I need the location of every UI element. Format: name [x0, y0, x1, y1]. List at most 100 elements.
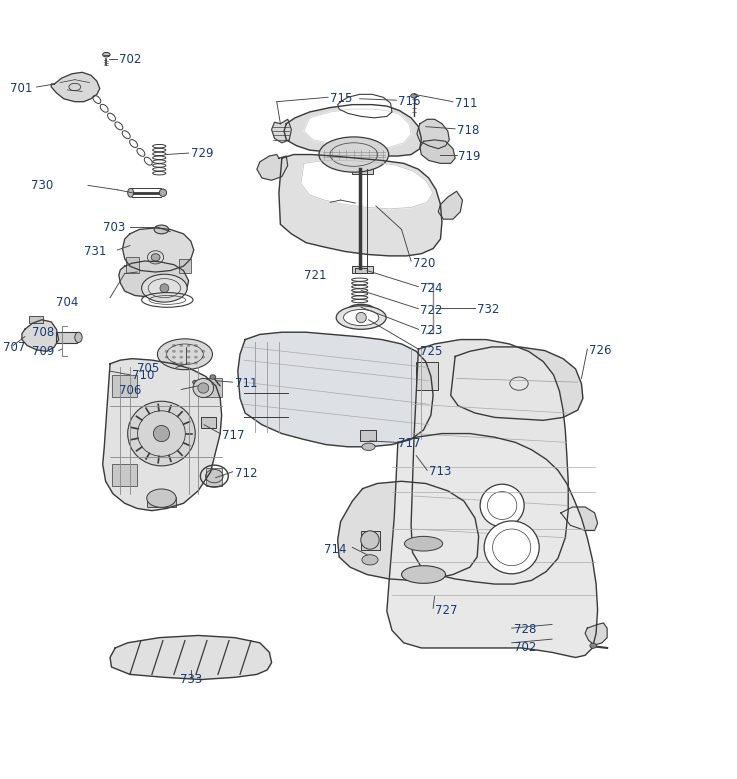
Bar: [413, 448, 433, 472]
Ellipse shape: [362, 555, 378, 565]
Polygon shape: [451, 347, 583, 421]
Text: 714: 714: [324, 543, 347, 556]
Ellipse shape: [102, 52, 110, 57]
Ellipse shape: [361, 530, 379, 549]
Ellipse shape: [186, 361, 190, 365]
Ellipse shape: [201, 350, 205, 353]
Bar: [352, 266, 373, 273]
Text: 702: 702: [514, 640, 537, 654]
Ellipse shape: [159, 189, 167, 196]
Text: 709: 709: [32, 345, 55, 358]
Ellipse shape: [186, 356, 190, 358]
Text: 705: 705: [137, 362, 159, 375]
Ellipse shape: [194, 350, 198, 353]
Text: 721: 721: [304, 270, 326, 282]
Ellipse shape: [172, 361, 175, 365]
Ellipse shape: [210, 375, 216, 379]
Polygon shape: [411, 340, 568, 584]
Ellipse shape: [201, 356, 205, 358]
Text: 730: 730: [31, 179, 53, 192]
Text: 722: 722: [420, 304, 442, 317]
Ellipse shape: [158, 339, 212, 370]
Text: 716: 716: [398, 95, 420, 108]
Polygon shape: [284, 104, 422, 156]
Text: 706: 706: [119, 385, 142, 397]
Polygon shape: [439, 192, 463, 219]
Ellipse shape: [186, 344, 190, 347]
Ellipse shape: [165, 356, 169, 358]
Polygon shape: [561, 507, 598, 530]
Polygon shape: [257, 154, 287, 180]
Text: 703: 703: [102, 221, 125, 234]
Bar: [360, 430, 376, 441]
Polygon shape: [585, 623, 607, 645]
Ellipse shape: [179, 344, 183, 347]
Ellipse shape: [484, 521, 539, 574]
Ellipse shape: [179, 356, 183, 358]
Bar: [147, 497, 176, 507]
Bar: [402, 545, 446, 575]
Text: 729: 729: [191, 147, 213, 160]
Bar: [361, 531, 380, 549]
Text: 710: 710: [132, 369, 155, 382]
Polygon shape: [271, 119, 291, 143]
Bar: [29, 316, 43, 323]
Polygon shape: [279, 154, 442, 256]
Text: 725: 725: [420, 345, 442, 358]
Text: 712: 712: [235, 467, 257, 480]
Ellipse shape: [151, 254, 160, 261]
Bar: [201, 418, 216, 428]
Ellipse shape: [590, 643, 596, 648]
Ellipse shape: [193, 379, 214, 397]
Polygon shape: [122, 228, 194, 272]
Bar: [111, 464, 137, 486]
Bar: [111, 375, 137, 397]
Ellipse shape: [172, 344, 175, 347]
Bar: [352, 166, 373, 174]
Ellipse shape: [172, 356, 175, 358]
Text: 718: 718: [457, 124, 479, 137]
Polygon shape: [110, 636, 271, 679]
Ellipse shape: [128, 401, 195, 466]
Text: 711: 711: [235, 377, 257, 390]
Ellipse shape: [405, 537, 443, 551]
Ellipse shape: [343, 309, 379, 326]
Polygon shape: [102, 358, 222, 511]
Ellipse shape: [186, 350, 190, 353]
Ellipse shape: [349, 305, 374, 313]
Text: 713: 713: [429, 465, 451, 478]
Ellipse shape: [480, 485, 524, 527]
Ellipse shape: [172, 350, 175, 353]
Ellipse shape: [160, 284, 169, 293]
Text: 717: 717: [222, 428, 244, 442]
Bar: [355, 268, 367, 273]
Polygon shape: [338, 94, 392, 118]
Ellipse shape: [179, 350, 183, 353]
Ellipse shape: [336, 306, 386, 330]
Ellipse shape: [75, 332, 82, 343]
Text: 720: 720: [413, 257, 435, 270]
Text: 717: 717: [398, 436, 420, 449]
Bar: [179, 259, 191, 273]
Ellipse shape: [153, 425, 170, 442]
Polygon shape: [304, 109, 411, 149]
Text: 704: 704: [57, 296, 79, 309]
Text: 724: 724: [420, 282, 442, 294]
Polygon shape: [387, 434, 598, 657]
Ellipse shape: [194, 361, 198, 365]
Ellipse shape: [356, 312, 366, 323]
Text: 728: 728: [514, 623, 537, 636]
Ellipse shape: [179, 361, 183, 365]
Text: 732: 732: [477, 303, 500, 316]
Bar: [57, 332, 77, 343]
Ellipse shape: [147, 489, 176, 507]
Ellipse shape: [142, 274, 187, 302]
Text: 723: 723: [420, 324, 442, 337]
Text: 726: 726: [589, 344, 611, 357]
Text: 702: 702: [119, 53, 142, 65]
Text: 731: 731: [83, 245, 106, 258]
Ellipse shape: [194, 356, 198, 358]
Bar: [126, 257, 139, 273]
Polygon shape: [52, 72, 99, 102]
Ellipse shape: [411, 93, 417, 98]
